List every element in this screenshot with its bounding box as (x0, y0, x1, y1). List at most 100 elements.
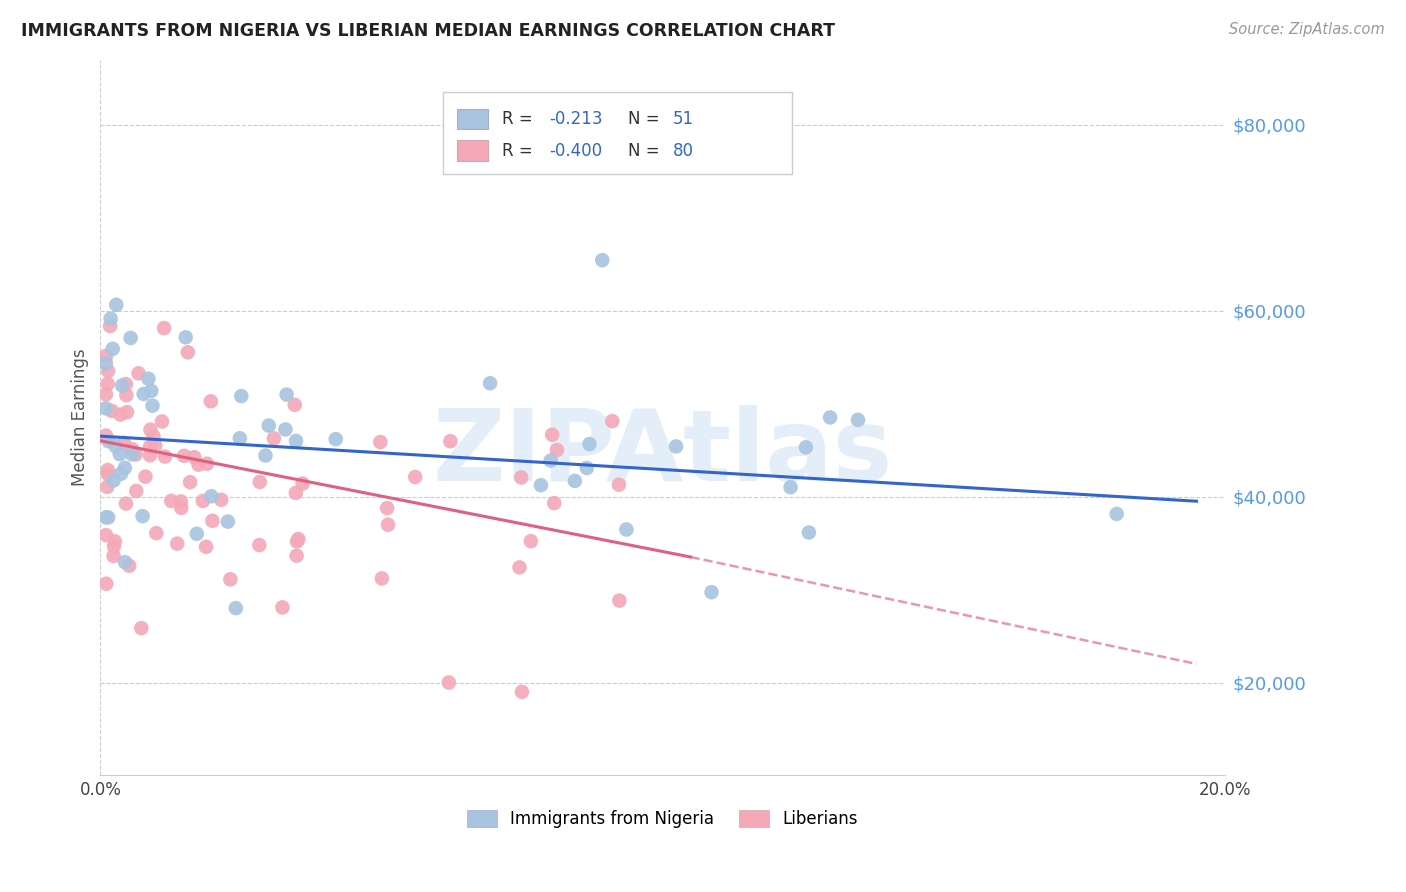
Point (108, 447, 131, 461)
Point (94, 428, 117, 442)
Point (131, 621, 153, 635)
Point (794, 440, 817, 454)
Point (287, 532, 309, 546)
Point (285, 549, 308, 563)
Point (510, 685, 533, 699)
Point (94, 349, 117, 363)
Point (153, 321, 176, 335)
Point (371, 571, 394, 585)
Point (97, 463, 120, 477)
Point (219, 572, 242, 586)
Point (510, 470, 533, 484)
Point (96, 480, 118, 494)
Point (114, 555, 136, 569)
Point (183, 450, 205, 465)
Point (186, 526, 208, 541)
Point (177, 345, 200, 359)
Point (97, 434, 120, 449)
Text: R =: R = (502, 142, 537, 160)
Point (97, 510, 120, 524)
Y-axis label: Median Earnings: Median Earnings (72, 349, 89, 486)
Point (115, 388, 138, 402)
Point (254, 449, 277, 463)
Point (578, 437, 600, 451)
Point (104, 439, 127, 453)
Text: -0.213: -0.213 (548, 110, 602, 128)
Point (124, 447, 146, 461)
Point (846, 413, 869, 427)
Point (818, 410, 841, 425)
Point (543, 496, 565, 510)
Point (141, 384, 163, 398)
Point (479, 376, 502, 391)
Point (1105, 507, 1128, 521)
Point (284, 486, 307, 500)
Point (191, 494, 214, 508)
Point (94, 356, 117, 370)
Point (285, 534, 308, 549)
Point (97, 364, 120, 378)
Point (139, 440, 162, 454)
Point (103, 539, 125, 553)
Text: R =: R = (502, 110, 537, 128)
Point (187, 458, 209, 472)
Point (131, 509, 153, 524)
Point (375, 501, 398, 516)
Point (142, 429, 165, 443)
Point (575, 461, 598, 475)
Point (94, 528, 117, 542)
Point (247, 538, 270, 552)
Point (541, 427, 564, 442)
Point (120, 331, 142, 345)
Point (143, 439, 166, 453)
Point (173, 449, 195, 463)
Point (145, 526, 167, 541)
Point (125, 483, 148, 498)
Point (115, 405, 138, 419)
Point (114, 460, 136, 475)
Point (115, 377, 138, 392)
Point (546, 443, 568, 458)
Point (103, 549, 125, 563)
Point (201, 514, 224, 528)
Point (437, 675, 460, 690)
Point (439, 434, 461, 449)
Point (564, 474, 586, 488)
Text: N =: N = (627, 110, 665, 128)
Point (110, 408, 132, 422)
Text: 51: 51 (672, 110, 693, 128)
Point (98, 318, 121, 333)
Point (377, 517, 399, 532)
Point (665, 439, 688, 453)
Point (160, 494, 183, 508)
Bar (457, 141, 488, 161)
Point (797, 525, 820, 540)
Point (112, 435, 135, 450)
Point (138, 372, 160, 386)
Point (263, 431, 285, 445)
Point (94, 387, 117, 401)
Text: -0.400: -0.400 (548, 142, 602, 160)
Point (209, 492, 232, 507)
Point (779, 480, 801, 494)
Point (128, 367, 150, 381)
Point (104, 534, 127, 549)
Point (540, 453, 562, 467)
Point (200, 394, 222, 409)
Point (231, 389, 253, 403)
Point (118, 558, 141, 573)
Bar (457, 109, 488, 129)
Point (257, 418, 280, 433)
Point (200, 489, 222, 503)
Point (700, 585, 723, 599)
Point (249, 475, 271, 489)
Point (150, 415, 173, 429)
Point (179, 475, 201, 489)
Point (121, 442, 143, 457)
Point (271, 600, 294, 615)
Point (229, 431, 252, 445)
Point (166, 536, 188, 550)
Point (105, 298, 128, 312)
Point (153, 450, 176, 464)
Point (139, 448, 162, 462)
